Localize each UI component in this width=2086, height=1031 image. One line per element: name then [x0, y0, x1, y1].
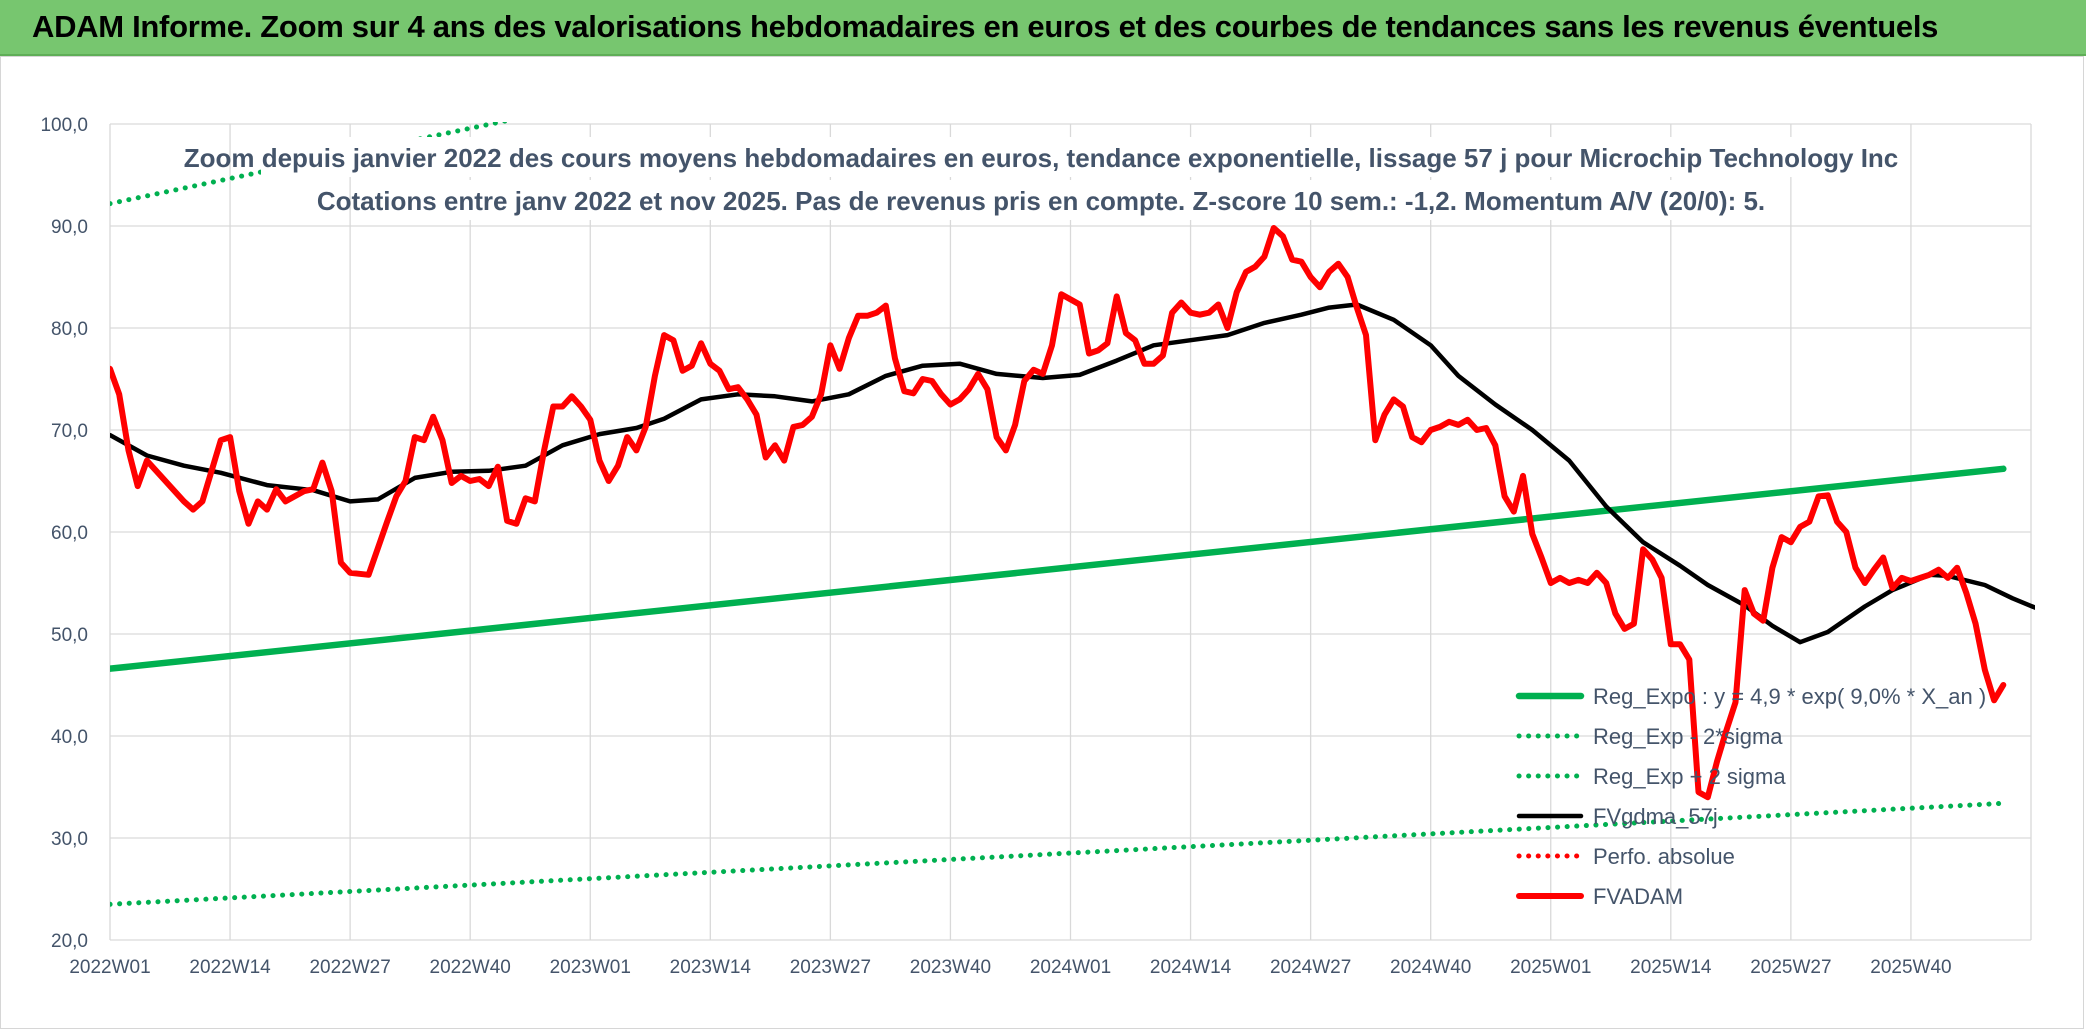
chart: 20,0 30,0 40,0 50,0 60,0 70,0 80,0 90,0 100,0 20… — [40, 115, 2035, 978]
legend-label: FVADAM — [1593, 884, 1683, 909]
banner: ADAM Informe. Zoom sur 4 ans des valoris… — [0, 0, 2086, 56]
y-axis: 20,0 30,0 40,0 50,0 60,0 70,0 80,0 90,0 100,0 — [40, 115, 88, 952]
chart-title-line: Zoom depuis janvier 2022 des cours moyen… — [184, 143, 1899, 173]
x-tick-label: 2024W40 — [1390, 957, 1471, 978]
x-tick-label: 2023W14 — [670, 957, 752, 978]
series-line-3 — [110, 302, 2035, 645]
chart-title-line: Cotations entre janv 2022 et nov 2025. P… — [317, 186, 1765, 216]
legend-label: Reg_Exp - 2*sigma — [1593, 724, 1783, 749]
y-tick-label: 70,0 — [51, 421, 88, 442]
y-tick-label: 80,0 — [51, 319, 88, 340]
x-tick-label: 2024W01 — [1030, 957, 1111, 978]
y-tick-label: 30,0 — [51, 829, 88, 850]
legend: Reg_Expo : y = 4,9 * exp( 9,0% * X_an ) R… — [1515, 684, 1986, 909]
x-tick-label: 2025W14 — [1630, 957, 1712, 978]
legend-label: Perfo. absolue — [1593, 844, 1735, 869]
grid — [109, 123, 2032, 941]
x-tick-label: 2024W27 — [1270, 957, 1351, 978]
x-tick-label: 2025W27 — [1750, 957, 1831, 978]
chart-title-background — [261, 137, 1821, 177]
x-tick-label: 2024W14 — [1150, 957, 1232, 978]
legend-label: FVgdma_57j — [1593, 804, 1718, 829]
y-tick-label: 60,0 — [51, 523, 88, 544]
banner-title: ADAM Informe. Zoom sur 4 ans des valoris… — [32, 9, 1939, 44]
series-layer — [110, 122, 2035, 907]
x-tick-label: 2022W40 — [430, 957, 511, 978]
x-tick-label: 2022W01 — [69, 957, 150, 978]
y-tick-label: 50,0 — [51, 625, 88, 646]
series-line-1 — [110, 800, 2006, 907]
x-axis: 2022W01 2022W14 2022W27 2022W40 2023W01 2023W… — [69, 957, 1951, 978]
chart-title-background — [371, 180, 1711, 220]
y-tick-label: 20,0 — [51, 931, 88, 952]
series-line-0 — [110, 465, 2007, 672]
y-tick-label: 90,0 — [51, 217, 88, 238]
x-tick-label: 2023W27 — [790, 957, 871, 978]
x-tick-label: 2025W01 — [1510, 957, 1591, 978]
chart-frame: 20,0 30,0 40,0 50,0 60,0 70,0 80,0 90,0 100,0 20… — [0, 56, 2084, 1029]
x-tick-label: 2025W40 — [1870, 957, 1951, 978]
legend-label: Reg_Expo : y = 4,9 * exp( 9,0% * X_an ) — [1593, 684, 1986, 709]
x-tick-label: 2022W27 — [309, 957, 390, 978]
x-tick-label: 2023W40 — [910, 957, 991, 978]
chart-title: Zoom depuis janvier 2022 des cours moyen… — [184, 137, 1899, 220]
series-line-5 — [110, 225, 2007, 801]
x-tick-label: 2023W01 — [550, 957, 631, 978]
y-tick-label: 100,0 — [40, 115, 88, 136]
legend-label: Reg_Exp + 2 sigma — [1593, 764, 1786, 789]
y-tick-label: 40,0 — [51, 727, 88, 748]
x-tick-label: 2022W14 — [189, 957, 271, 978]
